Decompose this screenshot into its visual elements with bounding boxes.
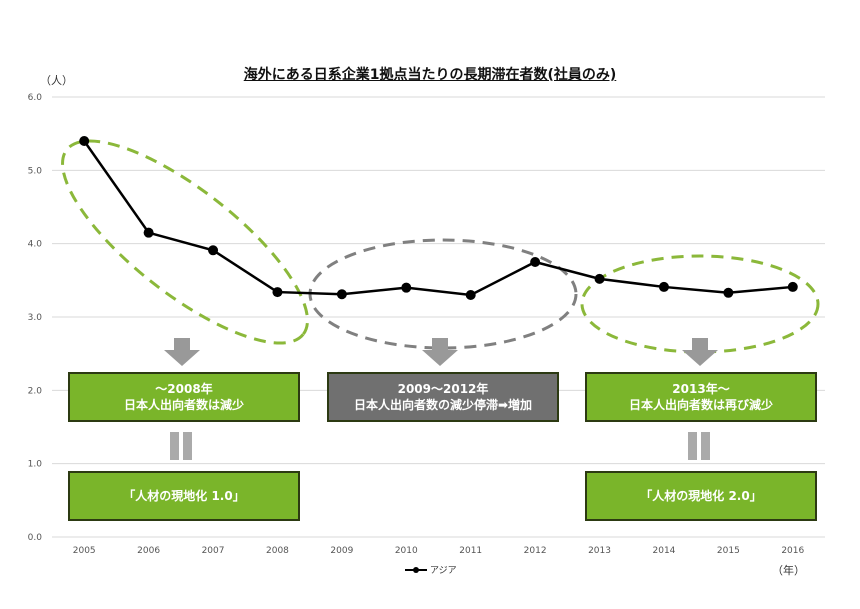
y-axis-unit: （人） — [40, 74, 73, 87]
equals-bar-icon — [701, 432, 710, 460]
y-tick-label: 3.0 — [28, 313, 43, 323]
y-tick-label: 1.0 — [28, 460, 43, 470]
series-line — [83, 140, 793, 297]
annotation-box-localization-1: 「人材の現地化 1.0」 — [68, 471, 300, 521]
box-line: 2009～2012年 — [397, 382, 489, 396]
down-arrow-icon — [422, 338, 458, 366]
down-arrow-icon — [682, 338, 718, 366]
y-tick-label: 6.0 — [28, 93, 43, 103]
chart-title: 海外にある日系企業1拠点当たりの長期滞在者数(社員のみ) — [243, 67, 617, 83]
x-tick-label: 2008 — [266, 546, 289, 556]
highlight-ellipse-2013-2016 — [580, 254, 820, 354]
x-tick-label: 2016 — [781, 546, 804, 556]
box-line: 日本人出向者数は減少 — [123, 398, 244, 412]
x-tick-label: 2012 — [524, 546, 547, 556]
equals-bar-icon — [183, 432, 192, 460]
annotation-box-until-2008: ～2008年 日本人出向者数は減少 — [68, 372, 300, 422]
annotation-box-localization-2: 「人材の現地化 2.0」 — [585, 471, 817, 521]
data-point — [272, 287, 283, 298]
data-point — [787, 281, 798, 292]
highlight-ellipse-2005-2008 — [61, 139, 309, 345]
x-axis-unit: （年） — [772, 564, 805, 577]
box-line: 2013年～ — [672, 382, 730, 396]
data-point — [401, 282, 412, 293]
x-tick-label: 2009 — [330, 546, 353, 556]
box-line: 日本人出向者数は再び減少 — [628, 398, 773, 412]
box-line: 日本人出向者数の減少停滞➡増加 — [353, 398, 533, 412]
x-tick-label: 2015 — [717, 546, 740, 556]
y-tick-label: 4.0 — [28, 240, 43, 250]
data-point — [79, 136, 90, 146]
data-point — [658, 281, 669, 292]
data-point — [530, 257, 541, 267]
legend-marker-icon — [405, 566, 427, 573]
equals-bar-icon — [688, 432, 697, 460]
data-point — [143, 227, 154, 238]
x-tick-label: 2010 — [395, 546, 418, 556]
x-tick-label: 2005 — [73, 546, 96, 556]
data-point — [208, 245, 219, 256]
box-line: 「人材の現地化 2.0」 — [640, 489, 762, 503]
y-tick-label: 0.0 — [28, 533, 43, 543]
x-tick-label: 2013 — [588, 546, 611, 556]
legend: アジア — [405, 563, 457, 576]
y-tick-label: 5.0 — [28, 166, 43, 176]
data-point — [465, 290, 476, 300]
box-line: ～2008年 — [155, 382, 213, 396]
data-point — [594, 273, 605, 284]
down-arrow-icon — [164, 338, 200, 366]
x-tick-label: 2011 — [459, 546, 482, 556]
data-point — [336, 289, 347, 300]
annotation-box-2009-2012: 2009～2012年 日本人出向者数の減少停滞➡増加 — [327, 372, 559, 422]
equals-bar-icon — [170, 432, 179, 460]
data-point — [723, 287, 734, 298]
box-line: 「人材の現地化 1.0」 — [123, 489, 245, 503]
annotation-box-from-2013: 2013年～ 日本人出向者数は再び減少 — [585, 372, 817, 422]
legend-label: アジア — [430, 566, 457, 576]
x-tick-label: 2014 — [653, 546, 676, 556]
x-tick-label: 2007 — [202, 546, 225, 556]
y-tick-label: 2.0 — [28, 386, 43, 396]
x-tick-label: 2006 — [137, 546, 160, 556]
